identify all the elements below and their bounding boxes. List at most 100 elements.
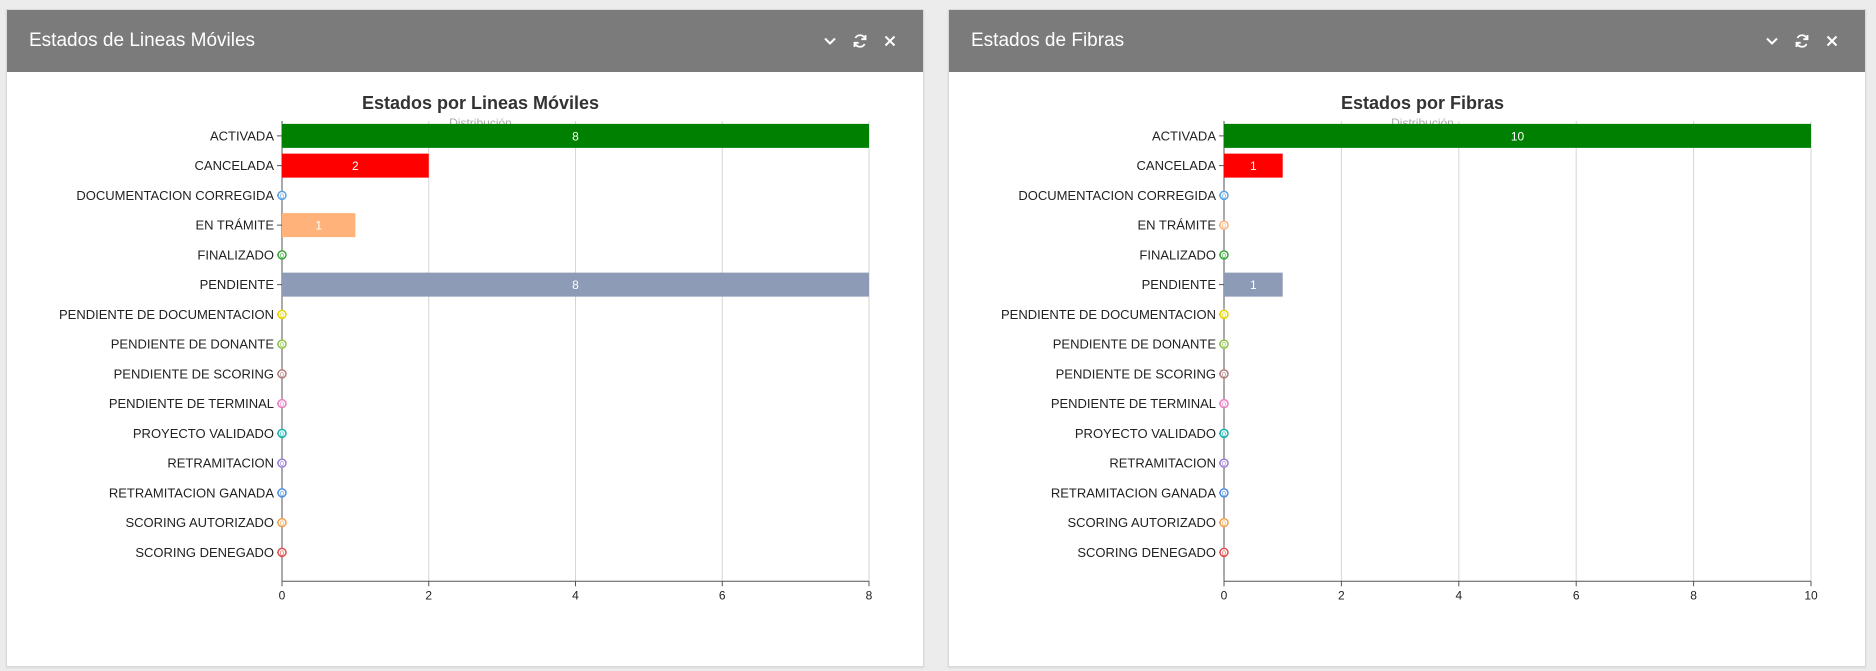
bar-value-label: 8 bbox=[572, 278, 579, 292]
bar-value-label: 0 bbox=[280, 402, 284, 409]
panel-tools bbox=[819, 30, 901, 52]
bar[interactable] bbox=[282, 123, 869, 148]
panel-lineas-moviles: Estados de Lineas Móviles Estados por Li… bbox=[6, 9, 924, 667]
zero-value-marker[interactable] bbox=[277, 398, 287, 409]
zero-value-marker[interactable] bbox=[1219, 250, 1229, 260]
chevron-down-icon[interactable] bbox=[819, 30, 841, 52]
bar-value-label: 0 bbox=[1222, 402, 1226, 409]
x-tick-label: 2 bbox=[425, 588, 432, 602]
category-label: PENDIENTE DE DONANTE bbox=[111, 337, 275, 352]
bar[interactable] bbox=[282, 272, 869, 297]
zero-value-marker[interactable] bbox=[277, 488, 287, 498]
zero-value-marker[interactable] bbox=[1219, 428, 1229, 439]
x-tick-label: 2 bbox=[1338, 588, 1345, 602]
bar-value-label: 0 bbox=[1222, 342, 1226, 349]
category-label: PENDIENTE DE SCORING bbox=[114, 366, 274, 381]
category-label: PROYECTO VALIDADO bbox=[133, 426, 274, 441]
bar-value-label: 0 bbox=[280, 342, 284, 349]
zero-value-marker[interactable] bbox=[277, 250, 287, 260]
zero-value-marker[interactable] bbox=[1219, 220, 1229, 230]
bar-value-label: 0 bbox=[1222, 193, 1226, 200]
bar-value-label: 0 bbox=[280, 253, 284, 260]
bar-value-label: 1 bbox=[1250, 278, 1257, 292]
refresh-icon[interactable] bbox=[1791, 30, 1813, 52]
bar-value-label: 0 bbox=[1222, 372, 1226, 379]
panel-fibras: Estados de Fibras Estados por Fibras Dist… bbox=[948, 9, 1866, 667]
x-tick-label: 4 bbox=[1455, 588, 1462, 602]
category-label: FINALIZADO bbox=[197, 247, 274, 262]
category-label: DOCUMENTACION CORREGIDA bbox=[1018, 188, 1216, 203]
zero-value-marker[interactable] bbox=[1219, 458, 1229, 468]
zero-value-marker[interactable] bbox=[1219, 398, 1229, 409]
zero-value-marker[interactable] bbox=[1219, 190, 1229, 201]
category-label: PENDIENTE bbox=[200, 277, 275, 292]
bar[interactable] bbox=[282, 213, 356, 238]
bar-value-label: 0 bbox=[280, 193, 284, 200]
chevron-down-icon[interactable] bbox=[1761, 30, 1783, 52]
bar-value-label: 8 bbox=[572, 129, 579, 143]
close-icon[interactable] bbox=[1821, 30, 1843, 52]
zero-value-marker[interactable] bbox=[277, 190, 287, 201]
zero-value-marker[interactable] bbox=[277, 339, 287, 349]
category-label: SCORING DENEGADO bbox=[1077, 545, 1216, 560]
bar-value-label: 0 bbox=[280, 431, 284, 438]
zero-value-marker[interactable] bbox=[277, 458, 287, 468]
bar[interactable] bbox=[1224, 272, 1283, 297]
bar-value-label: 0 bbox=[280, 550, 284, 557]
zero-value-marker[interactable] bbox=[277, 547, 287, 558]
bar-value-label: 0 bbox=[280, 521, 284, 528]
bar-value-label: 0 bbox=[1222, 223, 1226, 230]
x-tick-label: 0 bbox=[279, 588, 286, 602]
zero-value-marker[interactable] bbox=[1219, 547, 1229, 558]
bar-value-label: 10 bbox=[1511, 129, 1525, 143]
bar[interactable] bbox=[282, 153, 429, 178]
category-label: CANCELADA bbox=[195, 158, 275, 173]
x-tick-label: 8 bbox=[1690, 588, 1697, 602]
bar-value-label: 0 bbox=[1222, 312, 1226, 319]
bar-value-label: 0 bbox=[280, 312, 284, 319]
category-label: PENDIENTE DE DONANTE bbox=[1053, 337, 1217, 352]
close-icon[interactable] bbox=[879, 30, 901, 52]
category-label: EN TRÁMITE bbox=[196, 218, 275, 233]
category-label: EN TRÁMITE bbox=[1138, 218, 1217, 233]
zero-value-marker[interactable] bbox=[1219, 488, 1229, 498]
bar[interactable] bbox=[1224, 123, 1811, 148]
zero-value-marker[interactable] bbox=[1219, 369, 1229, 379]
zero-value-marker[interactable] bbox=[277, 309, 287, 320]
chart-area: Estados por Lineas Móviles Distribución 0 2… bbox=[7, 72, 925, 667]
zero-value-marker[interactable] bbox=[1219, 517, 1229, 528]
zero-value-marker[interactable] bbox=[1219, 339, 1229, 349]
category-label: PENDIENTE DE TERMINAL bbox=[109, 396, 274, 411]
x-tick-label: 4 bbox=[572, 588, 579, 602]
bar-value-label: 0 bbox=[1222, 431, 1226, 438]
x-tick-label: 0 bbox=[1221, 588, 1228, 602]
category-label: CANCELADA bbox=[1137, 158, 1217, 173]
bar-value-label: 0 bbox=[1222, 521, 1226, 528]
bar-value-label: 0 bbox=[280, 461, 284, 468]
category-label: ACTIVADA bbox=[1152, 128, 1216, 143]
bar-value-label: 0 bbox=[280, 491, 284, 498]
panel-header: Estados de Fibras bbox=[949, 10, 1865, 72]
zero-value-marker[interactable] bbox=[277, 517, 287, 528]
x-tick-label: 6 bbox=[1573, 588, 1580, 602]
bar-value-label: 0 bbox=[280, 372, 284, 379]
category-label: DOCUMENTACION CORREGIDA bbox=[76, 188, 274, 203]
zero-value-marker[interactable] bbox=[1219, 309, 1229, 320]
bar-value-label: 0 bbox=[1222, 550, 1226, 557]
category-label: SCORING AUTORIZADO bbox=[1067, 515, 1216, 530]
category-label: SCORING DENEGADO bbox=[135, 545, 274, 560]
category-label: RETRAMITACION bbox=[167, 456, 274, 471]
chart-title: Estados por Fibras bbox=[1341, 93, 1504, 113]
category-label: PENDIENTE DE TERMINAL bbox=[1051, 396, 1216, 411]
chart-title: Estados por Lineas Móviles bbox=[362, 93, 599, 113]
zero-value-marker[interactable] bbox=[277, 428, 287, 439]
panel-tools bbox=[1761, 30, 1843, 52]
refresh-icon[interactable] bbox=[849, 30, 871, 52]
panel-title: Estados de Fibras bbox=[971, 30, 1125, 51]
bar[interactable] bbox=[1224, 153, 1283, 178]
bar-value-label: 0 bbox=[1222, 253, 1226, 260]
category-label: PENDIENTE DE SCORING bbox=[1056, 366, 1216, 381]
zero-value-marker[interactable] bbox=[277, 369, 287, 379]
